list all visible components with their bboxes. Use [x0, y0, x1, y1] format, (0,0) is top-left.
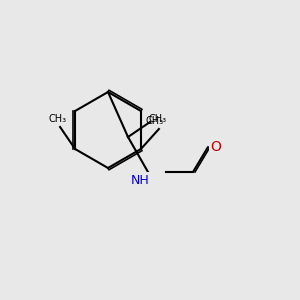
Text: CH₃: CH₃ [149, 114, 167, 124]
Text: NH: NH [130, 173, 149, 187]
Text: O: O [211, 140, 221, 154]
Text: CH₃: CH₃ [146, 116, 164, 126]
Text: CH₃: CH₃ [48, 114, 66, 124]
